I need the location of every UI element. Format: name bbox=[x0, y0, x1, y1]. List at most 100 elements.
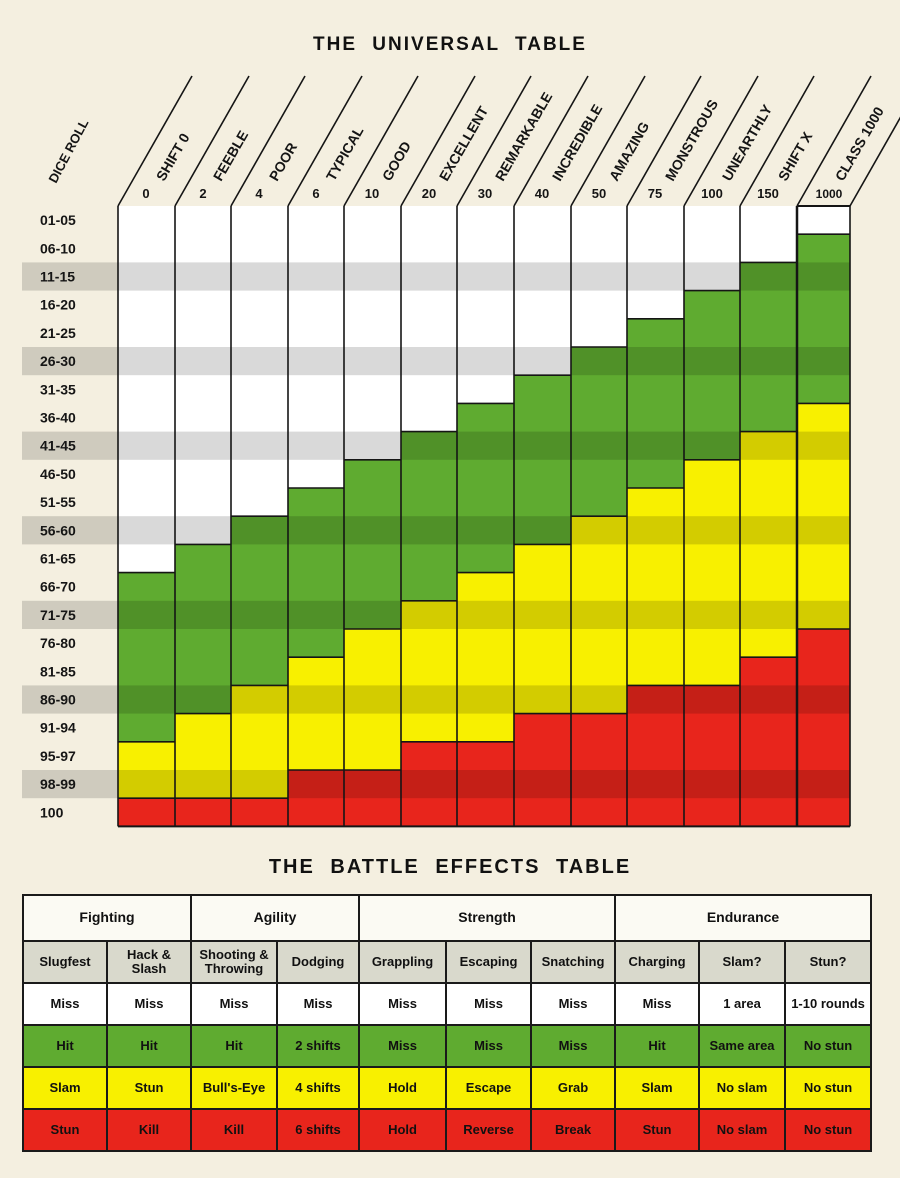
result-zone-yellow bbox=[401, 600, 457, 742]
battle-group-header: Fighting bbox=[21, 894, 193, 942]
rank-value-label: 100 bbox=[701, 186, 723, 201]
dice-roll-label: 56-60 bbox=[40, 522, 76, 538]
dice-roll-label: 98-99 bbox=[40, 776, 76, 792]
result-zone-white bbox=[514, 206, 571, 376]
dice-roll-label: 06-10 bbox=[40, 240, 76, 256]
result-zone-white bbox=[571, 206, 627, 347]
result-zone-white bbox=[175, 206, 231, 545]
shaded-row-band bbox=[22, 685, 850, 714]
result-zone-green bbox=[627, 318, 684, 488]
battle-cell: Miss bbox=[22, 982, 108, 1026]
battle-cell: Miss bbox=[614, 982, 701, 1026]
result-zone-red bbox=[344, 770, 401, 827]
battle-cell: Escape bbox=[445, 1066, 533, 1110]
result-zone-red bbox=[288, 770, 344, 827]
result-zone-white bbox=[627, 206, 684, 319]
result-zone-yellow bbox=[684, 459, 740, 686]
battle-cell: Stun bbox=[22, 1108, 108, 1152]
battle-cell: Reverse bbox=[445, 1108, 533, 1152]
battle-cell: 2 shifts bbox=[276, 1024, 361, 1068]
battle-cell: Miss bbox=[530, 1024, 617, 1068]
result-zone-yellow bbox=[797, 403, 850, 629]
result-zone-red bbox=[571, 713, 627, 827]
result-zone-white bbox=[797, 206, 850, 235]
battle-cell: No slam bbox=[698, 1108, 787, 1152]
result-zone-green bbox=[740, 262, 797, 432]
battle-cell: Same area bbox=[698, 1024, 787, 1068]
result-zone-yellow bbox=[175, 713, 231, 799]
result-zone-white bbox=[118, 206, 175, 573]
dice-roll-label: 21-25 bbox=[40, 325, 76, 341]
rank-value-label: 0 bbox=[142, 186, 149, 201]
header-slant-line bbox=[513, 75, 589, 207]
battle-group-header: Agility bbox=[190, 894, 361, 942]
battle-row-red: Stun Kill Kill 6 shifts Hold Reverse Break Stun… bbox=[22, 1108, 873, 1152]
header-slant-line bbox=[343, 75, 419, 207]
result-zone-white bbox=[231, 206, 288, 517]
battle-group-header: Endurance bbox=[614, 894, 873, 942]
result-zone-red bbox=[175, 798, 231, 827]
battle-cell: Miss bbox=[445, 1024, 533, 1068]
dice-roll-label: 41-45 bbox=[40, 438, 76, 454]
battle-column-header-row: Slugfest Hack & Slash Shooting & Throwing D… bbox=[22, 940, 873, 984]
dice-roll-label: 66-70 bbox=[40, 579, 76, 595]
result-zone-white bbox=[740, 206, 797, 263]
shaded-row-band bbox=[22, 600, 850, 629]
dice-roll-label: 81-85 bbox=[40, 663, 76, 679]
result-zone-red bbox=[401, 741, 457, 827]
rank-value-label: 20 bbox=[422, 186, 436, 201]
battle-cell: Bull's-Eye bbox=[190, 1066, 279, 1110]
result-zone-white bbox=[684, 206, 740, 291]
battle-cell: Miss bbox=[190, 982, 279, 1026]
result-zone-yellow bbox=[231, 685, 288, 799]
battle-cell: No stun bbox=[784, 1024, 873, 1068]
dice-roll-label: 16-20 bbox=[40, 297, 76, 313]
battle-cell: 6 shifts bbox=[276, 1108, 361, 1152]
result-zone-red bbox=[627, 685, 684, 827]
result-zone-red bbox=[118, 798, 175, 827]
result-zone-yellow bbox=[740, 431, 797, 658]
battle-column-header: Slugfest bbox=[22, 940, 108, 984]
dice-roll-label: 26-30 bbox=[40, 353, 76, 369]
result-zone-green bbox=[571, 347, 627, 517]
battle-cell: Kill bbox=[105, 1108, 193, 1152]
header-slant-line bbox=[796, 75, 872, 207]
result-zone-green bbox=[401, 431, 457, 601]
battle-cell: Hold bbox=[358, 1108, 448, 1152]
dice-roll-label: 100 bbox=[40, 804, 64, 820]
rank-name-label: GOOD bbox=[379, 138, 414, 183]
battle-column-header: Grappling bbox=[358, 940, 448, 984]
shaded-row-band bbox=[22, 262, 850, 291]
battle-cell: Slam bbox=[614, 1066, 701, 1110]
dice-roll-label: 95-97 bbox=[40, 748, 76, 764]
battle-column-header: Escaping bbox=[445, 940, 533, 984]
result-zone-white bbox=[344, 206, 401, 460]
rank-name-label: FEEBLE bbox=[210, 128, 251, 184]
rank-name-label: MONSTROUS bbox=[662, 97, 721, 184]
header-slant-line bbox=[626, 75, 702, 207]
battle-row-green: Hit Hit Hit 2 shifts Miss Miss Miss Hit Same are… bbox=[22, 1024, 873, 1068]
battle-cell: Hit bbox=[22, 1024, 108, 1068]
battle-column-header: Snatching bbox=[530, 940, 617, 984]
battle-cell: No stun bbox=[784, 1066, 873, 1110]
shaded-row-band bbox=[22, 431, 850, 460]
rank-value-label: 75 bbox=[648, 186, 662, 201]
shaded-row-band bbox=[22, 516, 850, 545]
header-slant-line bbox=[849, 116, 900, 207]
battle-cell: Miss bbox=[445, 982, 533, 1026]
header-slant-line bbox=[400, 75, 476, 207]
battle-group-header-row: Fighting Agility Strength Endurance bbox=[21, 894, 873, 942]
result-zone-white bbox=[457, 206, 514, 404]
battle-row-yellow: Slam Stun Bull's-Eye 4 shifts Hold Escape Grab… bbox=[22, 1066, 873, 1110]
result-zone-yellow bbox=[118, 741, 175, 799]
battle-column-header: Shooting & Throwing bbox=[190, 940, 279, 984]
rank-name-label: INCREDIBLE bbox=[549, 101, 606, 183]
rank-name-label: SHIFT 0 bbox=[153, 130, 193, 183]
rank-value-label: 6 bbox=[312, 186, 319, 201]
result-zone-green bbox=[514, 375, 571, 545]
dice-roll-label: 61-65 bbox=[40, 551, 76, 567]
header-slant-line bbox=[570, 75, 646, 207]
result-zone-green bbox=[684, 290, 740, 460]
battle-cell: Hit bbox=[614, 1024, 701, 1068]
rank-value-label: 10 bbox=[365, 186, 379, 201]
